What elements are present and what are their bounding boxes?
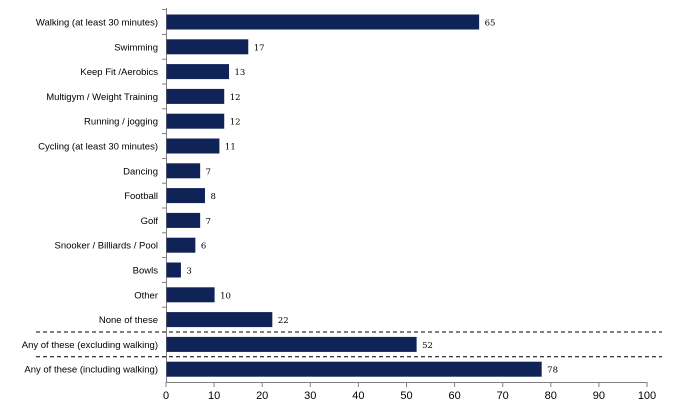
value-label-3: 12: [230, 93, 241, 103]
bar-8: [166, 212, 201, 228]
bar-5: [166, 138, 220, 154]
category-label-13: Any of these (excluding walking): [22, 340, 158, 351]
value-label-11: 10: [220, 291, 231, 301]
x-tick-label-10: 100: [638, 390, 656, 402]
category-label-12: None of these: [99, 315, 158, 326]
value-label-5: 11: [225, 143, 236, 153]
category-label-14: Any of these (including walking): [24, 365, 158, 376]
value-label-13: 52: [422, 341, 433, 351]
category-label-0: Walking (at least 30 minutes): [36, 18, 158, 29]
value-label-10: 3: [186, 267, 191, 277]
category-label-6: Dancing: [123, 166, 158, 177]
bar-14: [166, 361, 542, 377]
value-label-1: 17: [254, 43, 265, 53]
category-label-3: Multigym / Weight Training: [46, 92, 158, 103]
x-tick-label-9: 90: [593, 390, 605, 402]
category-label-5: Cycling (at least 30 minutes): [38, 142, 158, 153]
x-tick-label-8: 80: [545, 390, 557, 402]
x-tick-label-5: 50: [400, 390, 412, 402]
x-tick-label-1: 10: [208, 390, 220, 402]
category-label-11: Other: [134, 290, 158, 301]
bar-1: [166, 39, 249, 55]
bar-13: [166, 336, 417, 352]
value-label-0: 65: [485, 19, 496, 29]
value-label-6: 7: [206, 167, 211, 177]
category-label-7: Football: [124, 191, 158, 202]
bar-10: [166, 262, 181, 278]
bar-11: [166, 287, 215, 303]
x-tick-label-2: 20: [256, 390, 268, 402]
value-label-9: 6: [201, 242, 206, 252]
x-tick-label-6: 60: [448, 390, 460, 402]
bar-6: [166, 163, 201, 179]
value-label-14: 78: [547, 366, 558, 376]
bar-7: [166, 188, 205, 204]
value-label-7: 8: [210, 192, 215, 202]
category-label-1: Swimming: [114, 42, 158, 53]
category-label-8: Golf: [141, 216, 159, 227]
x-tick-label-0: 0: [163, 390, 169, 402]
bar-4: [166, 113, 225, 129]
value-label-4: 12: [230, 118, 241, 128]
category-label-9: Snooker / Billiards / Pool: [55, 241, 159, 252]
x-tick-label-4: 40: [352, 390, 364, 402]
bar-3: [166, 88, 225, 104]
category-label-4: Running / jogging: [84, 117, 158, 128]
bar-2: [166, 64, 230, 80]
category-label-10: Bowls: [133, 266, 159, 277]
bar-0: [166, 14, 480, 30]
value-label-8: 7: [206, 217, 211, 227]
value-label-12: 22: [278, 316, 289, 326]
bar-9: [166, 237, 196, 253]
bar-12: [166, 312, 273, 328]
category-label-2: Keep Fit /Aerobics: [80, 67, 158, 78]
x-tick-label-7: 70: [497, 390, 509, 402]
x-tick-label-3: 30: [304, 390, 316, 402]
value-label-2: 13: [235, 68, 246, 78]
